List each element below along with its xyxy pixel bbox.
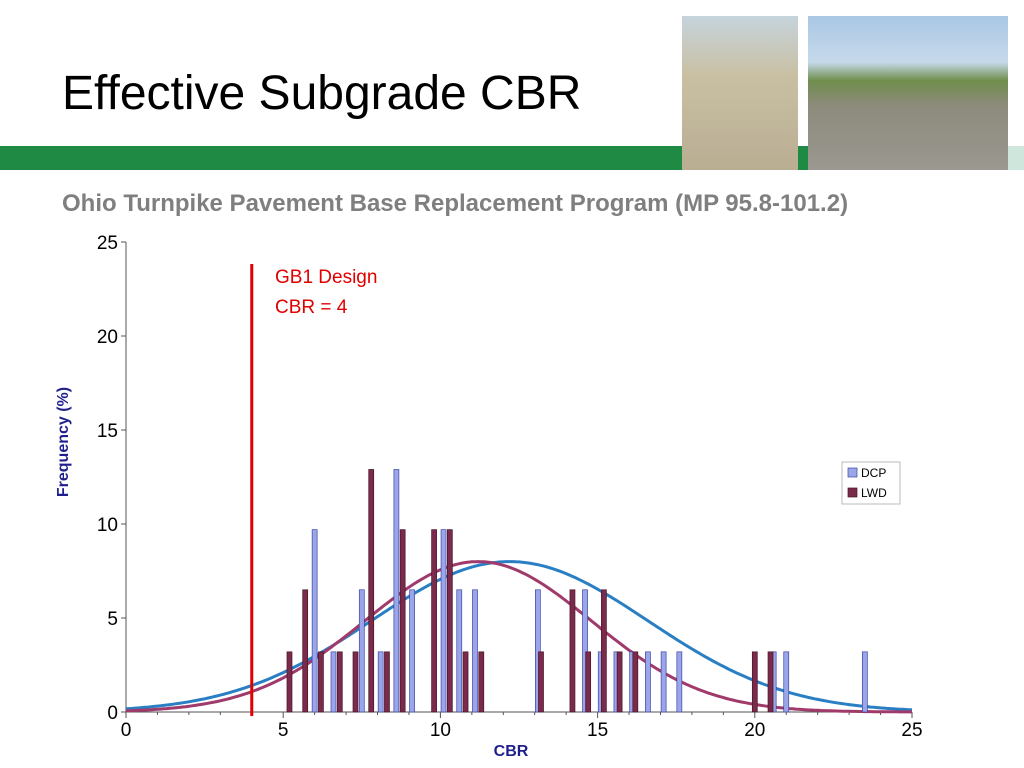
bar-dcp xyxy=(393,469,400,713)
bar-lwd xyxy=(431,529,437,713)
bar-lwd xyxy=(767,651,774,713)
fitted-curve-dcp xyxy=(125,560,913,712)
bar-dcp xyxy=(330,651,337,713)
chart-legend: DCP LWD xyxy=(841,461,901,505)
bar-lwd xyxy=(336,651,343,713)
bar-lwd xyxy=(368,469,375,713)
bar-lwd xyxy=(601,589,607,713)
bar-dcp xyxy=(456,589,463,713)
bar-lwd xyxy=(446,529,453,713)
bar-lwd xyxy=(478,651,485,713)
fitted-curves-group xyxy=(125,560,913,714)
y-tick-label: 10 xyxy=(97,515,118,536)
y-tick-label: 5 xyxy=(107,609,118,630)
bar-dcp xyxy=(861,651,868,713)
legend-label-dcp: DCP xyxy=(861,466,886,480)
bar-lwd xyxy=(462,651,469,713)
bar-dcp xyxy=(535,589,541,713)
bar-dcp xyxy=(660,651,667,713)
bar-lwd xyxy=(569,589,576,713)
x-tick-label: 25 xyxy=(901,720,922,741)
bar-dcp xyxy=(582,589,588,713)
fitted-curve-lwd xyxy=(125,560,912,714)
bar-lwd xyxy=(318,651,324,713)
x-tick-label: 15 xyxy=(587,720,608,741)
bar-lwd xyxy=(632,651,639,713)
bar-dcp xyxy=(377,651,384,713)
bar-dcp xyxy=(645,651,651,713)
design-annotation-line2: CBR = 4 xyxy=(275,297,348,318)
legend-label-lwd: LWD xyxy=(861,486,887,500)
x-tick-label: 10 xyxy=(430,720,451,741)
bar-dcp xyxy=(409,589,415,713)
bar-lwd xyxy=(538,651,544,713)
y-tick-label: 25 xyxy=(97,233,118,254)
bar-dcp xyxy=(358,589,365,713)
slide-title: Effective Subgrade CBR xyxy=(62,67,582,120)
bar-lwd xyxy=(302,589,309,713)
x-tick-label: 5 xyxy=(278,720,289,741)
design-annotation-line1: GB1 Design xyxy=(275,267,377,288)
axes-group: 0 5 10 15 20 25 0 5 10 15 20 25 xyxy=(97,233,923,741)
header-green-bar-right xyxy=(1008,146,1024,170)
bar-lwd xyxy=(399,529,406,713)
bar-dcp xyxy=(783,651,790,713)
x-axis-title: CBR xyxy=(494,743,529,760)
photo-truck-with-trailer xyxy=(808,16,1008,170)
header-green-bar xyxy=(0,146,682,170)
bar-lwd xyxy=(352,651,359,713)
bar-lwd xyxy=(616,651,623,713)
x-tick-label: 20 xyxy=(744,720,765,741)
legend-swatch-dcp xyxy=(847,467,858,478)
legend-swatch-lwd xyxy=(847,487,858,498)
bar-lwd xyxy=(585,651,592,713)
bar-dcp xyxy=(311,529,318,713)
bar-dcp xyxy=(440,529,447,713)
y-tick-label: 15 xyxy=(97,421,118,442)
bar-lwd xyxy=(384,651,390,713)
bar-lwd xyxy=(751,651,758,713)
y-tick-label: 0 xyxy=(107,703,118,724)
bars-group xyxy=(286,469,868,713)
bar-dcp xyxy=(676,651,683,713)
y-tick-label: 20 xyxy=(97,327,118,348)
x-tick-label: 0 xyxy=(121,720,132,741)
photo-worker-with-device xyxy=(682,16,798,170)
y-axis-title: Frequency (%) xyxy=(55,387,72,497)
bar-dcp xyxy=(472,589,478,713)
slide-subtitle: Ohio Turnpike Pavement Base Replacement … xyxy=(62,190,849,217)
bar-lwd xyxy=(286,651,293,713)
header-green-bar-gap xyxy=(798,146,808,170)
